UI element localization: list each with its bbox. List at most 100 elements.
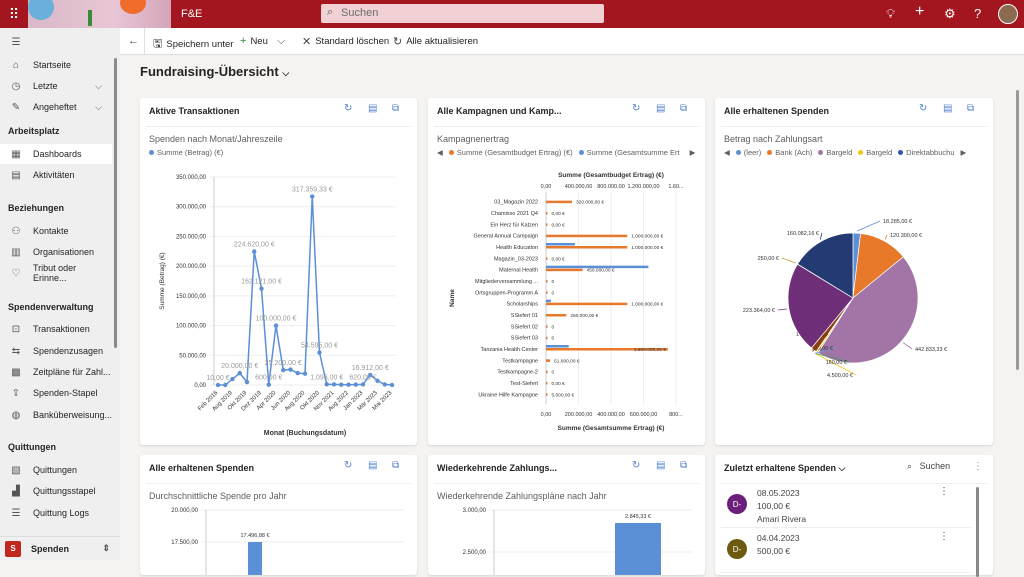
- refresh-all-button[interactable]: ↻ Alle aktualisieren: [393, 35, 478, 48]
- expand-icon[interactable]: ⧉: [967, 103, 975, 114]
- sidebar: ☰ ⌂ Startseite ◷ Letzte ⌵ ✎ Angeheftet ⌵ Arbe…: [0, 28, 120, 560]
- sidebar-scrollbar[interactable]: [114, 58, 117, 348]
- view-records-icon[interactable]: ▤: [368, 460, 378, 471]
- data-point: [368, 372, 373, 378]
- view-records-icon[interactable]: ▤: [368, 103, 378, 114]
- new-button[interactable]: + Neu: [240, 35, 268, 47]
- sidebar-item-label: Tribut oder Erinne...: [32, 263, 77, 283]
- expand-icon[interactable]: ⧉: [680, 460, 688, 471]
- search-icon: ⌕: [907, 461, 913, 471]
- bar-gesamtbudget: [546, 348, 668, 351]
- view-records-icon[interactable]: ▤: [656, 460, 666, 471]
- sidebar-item-tribut[interactable]: ♡ Tribut oder Erinne...: [0, 263, 112, 283]
- sidebar-item-quittungsstapel[interactable]: ▟ Quittungsstapel: [0, 481, 112, 501]
- back-button[interactable]: ←: [128, 35, 139, 47]
- legend-next-icon[interactable]: ▶: [960, 148, 967, 157]
- sidebar-item-transaktionen[interactable]: ⊡ Transaktionen: [0, 319, 112, 339]
- data-label: 442.833,33 €: [915, 347, 947, 353]
- legend-item[interactable]: Bargeld: [818, 148, 852, 157]
- sidebar-item-label: Startseite: [33, 60, 72, 70]
- refresh-icon[interactable]: ↻: [632, 460, 641, 471]
- refresh-icon[interactable]: ↻: [344, 103, 353, 114]
- view-records-icon[interactable]: ▤: [656, 103, 666, 114]
- app-name[interactable]: F&E: [181, 8, 203, 20]
- legend-prev-icon[interactable]: ◀: [724, 148, 730, 157]
- data-point: [281, 367, 286, 373]
- help-icon[interactable]: ?: [974, 6, 982, 21]
- log-icon: ☰: [11, 507, 21, 519]
- section-heading: Arbeitsplatz: [8, 126, 60, 136]
- refresh-icon[interactable]: ↻: [919, 103, 928, 114]
- hamburger-menu-icon[interactable]: ☰: [11, 36, 21, 48]
- legend-item[interactable]: (leer): [735, 148, 761, 157]
- list-item[interactable]: D- 04.04.2023 500,00 € ⋮: [721, 529, 971, 573]
- view-selector[interactable]: Zuletzt erhaltene Spenden ⌵: [724, 463, 845, 474]
- sidebar-item-aktivitaeten[interactable]: ▤ Aktivitäten: [0, 165, 112, 185]
- page-title[interactable]: Fundraising-Übersicht ⌵: [140, 64, 289, 79]
- back-arrow-icon: ←: [128, 35, 139, 47]
- more-options-icon[interactable]: ⋮: [973, 461, 983, 472]
- page-scrollbar[interactable]: [1016, 90, 1019, 370]
- bar-gesamtsumme: [546, 265, 649, 269]
- gear-icon[interactable]: ⚙: [944, 6, 956, 21]
- sidebar-item-quittungen[interactable]: ▧ Quittungen: [0, 460, 112, 480]
- legend-item[interactable]: Direktabbuchu: [898, 148, 955, 157]
- lightbulb-icon[interactable]: 💡︎: [886, 6, 896, 21]
- sidebar-item-organisationen[interactable]: ▥ Organisationen: [0, 242, 112, 262]
- legend-item[interactable]: Bank (Ach): [767, 148, 812, 157]
- top-tick-label: 800.000,00: [597, 184, 625, 190]
- sidebar-item-dashboards[interactable]: ▦ Dashboards: [0, 144, 112, 164]
- list-search[interactable]: ⌕ Suchen: [907, 461, 950, 472]
- user-avatar[interactable]: [998, 4, 1018, 24]
- sidebar-item-quittung-logs[interactable]: ☰ Quittung Logs: [0, 503, 112, 523]
- more-options-icon[interactable]: ⋮: [939, 486, 949, 497]
- sidebar-item-angeheftet[interactable]: ✎ Angeheftet ⌵: [0, 97, 112, 117]
- bar-gesamtbudget: [546, 223, 548, 226]
- sidebar-item-spenden-stapel[interactable]: ⇪ Spenden-Stapel: [0, 383, 112, 403]
- more-options-icon[interactable]: ⋮: [939, 531, 949, 542]
- card-title: Aktive Transaktionen: [149, 106, 240, 116]
- expand-icon[interactable]: ⧉: [392, 460, 400, 471]
- sidebar-item-zeitplaene[interactable]: ▩ Zeitpläne für Zahl...: [0, 362, 112, 382]
- view-records-icon[interactable]: ▤: [943, 103, 953, 114]
- x-axis-title: Monat (Buchungsdatum): [264, 430, 346, 437]
- legend-prev-icon[interactable]: ◀: [437, 148, 443, 157]
- sidebar-item-label: Quittungsstapel: [33, 486, 96, 496]
- sidebar-item-bankueberweisung[interactable]: ◍ Banküberweisung...: [0, 405, 112, 425]
- card-title: Alle Kampagnen und Kamp...: [437, 106, 562, 116]
- legend-item[interactable]: Summe (Gesamtbudget Ertrag) (€): [448, 148, 573, 157]
- list-item[interactable]: D- 08.05.2023 100,00 € Amari Rivera ⋮: [721, 484, 971, 528]
- command-bar: ← 🖫︎ Speichern unter + Neu ⌵ ✕ Standard lös…: [120, 28, 1024, 55]
- legend-item[interactable]: Summe (Betrag) (€): [149, 148, 223, 157]
- pie-slice: [787, 263, 854, 349]
- refresh-icon[interactable]: ↻: [632, 103, 641, 114]
- waffle-icon[interactable]: ⠿: [8, 5, 20, 22]
- sidebar-item-startseite[interactable]: ⌂ Startseite: [0, 55, 112, 75]
- avatar: D-: [727, 539, 747, 559]
- legend-item[interactable]: Bargeld: [858, 148, 892, 157]
- search-input[interactable]: ⌕ Suchen: [321, 4, 604, 23]
- data-label: 0,00 €: [552, 211, 566, 217]
- y-axis-title: Summe (Betrag) (€): [159, 252, 166, 309]
- category-label: Test-Siefert: [510, 381, 538, 387]
- area-switcher[interactable]: S Spenden ⇕: [0, 536, 120, 560]
- bar-gesamtbudget: [546, 302, 628, 306]
- data-label: 160.082,16 €: [787, 231, 819, 237]
- y-tick-label: 20.000,00: [171, 508, 198, 514]
- new-dropdown-button[interactable]: ⌵: [277, 35, 285, 48]
- data-point: [295, 370, 300, 376]
- plus-icon[interactable]: +: [915, 3, 925, 20]
- sidebar-item-letzte[interactable]: ◷ Letzte ⌵: [0, 76, 112, 96]
- expand-icon[interactable]: ⧉: [680, 103, 688, 114]
- expand-icon[interactable]: ⧉: [392, 103, 400, 114]
- legend-item[interactable]: Summe (Gesamtsumme Ert: [578, 148, 680, 157]
- save-as-button[interactable]: 🖫︎ Speichern unter: [153, 35, 233, 54]
- sidebar-item-spendenzusagen[interactable]: ⇆ Spendenzusagen: [0, 341, 112, 361]
- legend-next-icon[interactable]: ▶: [689, 148, 696, 157]
- category-label: Mitgliederversammlung ...: [475, 279, 538, 285]
- refresh-icon[interactable]: ↻: [344, 460, 353, 471]
- clear-default-button[interactable]: ✕ Standard löschen: [302, 35, 389, 48]
- list-scrollbar[interactable]: [976, 487, 979, 577]
- sidebar-item-kontakte[interactable]: ⚇ Kontakte: [0, 221, 112, 241]
- card-title: Alle erhaltenen Spenden: [149, 463, 255, 473]
